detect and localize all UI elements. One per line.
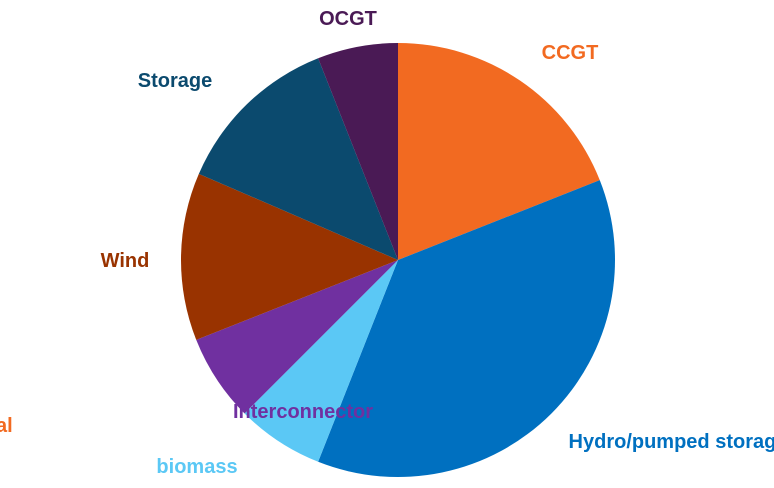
slice-label: al: [0, 415, 13, 437]
pie-slice: [318, 43, 398, 260]
pie-slice: [181, 173, 398, 340]
slice-label: Wind: [100, 250, 150, 272]
pie-slice: [318, 180, 615, 478]
pie-slice: [398, 43, 600, 260]
slice-label: Interconnector: [232, 401, 374, 423]
pie-slice: [198, 58, 398, 261]
slice-label: Hydro/pumped storage: [568, 431, 774, 453]
pie-slice: [244, 260, 398, 462]
slice-label: OCGT: [319, 8, 377, 30]
slice-label: CCGT: [541, 42, 599, 64]
pie-slice: [196, 260, 398, 414]
slice-label: biomass: [156, 456, 238, 478]
slice-label: Storage: [137, 70, 213, 92]
